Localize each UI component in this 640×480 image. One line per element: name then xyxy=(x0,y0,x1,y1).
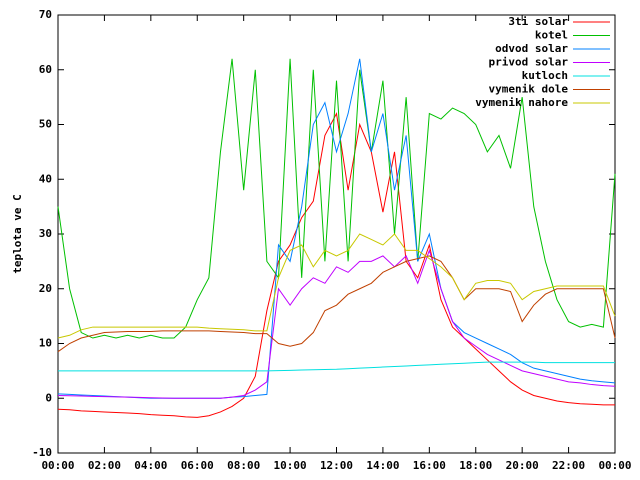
x-tick-label: 14:00 xyxy=(366,459,399,472)
x-tick-label: 06:00 xyxy=(181,459,214,472)
x-tick-label: 04:00 xyxy=(134,459,167,472)
x-tick-label: 22:00 xyxy=(552,459,585,472)
series-line xyxy=(57,233,616,339)
x-tick-label: 20:00 xyxy=(506,459,539,472)
y-tick-label: 40 xyxy=(39,172,52,185)
legend-label: vymenik nahore xyxy=(475,96,568,109)
y-tick-label: 10 xyxy=(39,337,52,350)
legend-label: odvod solar xyxy=(495,42,568,55)
series-line xyxy=(58,361,615,372)
series-line xyxy=(57,255,616,353)
series-line xyxy=(57,248,616,399)
y-tick-label: 20 xyxy=(39,282,52,295)
y-axis-label: teplota ve C xyxy=(11,194,24,273)
y-tick-label: -10 xyxy=(32,446,52,459)
y-tick-label: 30 xyxy=(39,227,52,240)
x-tick-label: 08:00 xyxy=(227,459,260,472)
legend-label: vymenik dole xyxy=(489,83,569,96)
x-tick-label: 12:00 xyxy=(320,459,353,472)
y-tick-label: 0 xyxy=(45,391,52,404)
legend-label: kotel xyxy=(535,29,568,42)
series-line xyxy=(57,58,616,339)
x-tick-label: 00:00 xyxy=(598,459,631,472)
legend-label: kutloch xyxy=(522,69,568,82)
series-line xyxy=(57,58,616,399)
x-tick-label: 16:00 xyxy=(413,459,446,472)
y-tick-label: 50 xyxy=(39,118,52,131)
legend-label: privod solar xyxy=(489,56,569,69)
y-tick-label: 70 xyxy=(39,8,52,21)
x-tick-label: 10:00 xyxy=(274,459,307,472)
x-tick-label: 00:00 xyxy=(41,459,74,472)
legend-label: 3ti solar xyxy=(508,15,568,28)
y-tick-label: 60 xyxy=(39,63,52,76)
x-tick-label: 02:00 xyxy=(88,459,121,472)
series-line xyxy=(57,111,615,418)
x-tick-label: 18:00 xyxy=(459,459,492,472)
